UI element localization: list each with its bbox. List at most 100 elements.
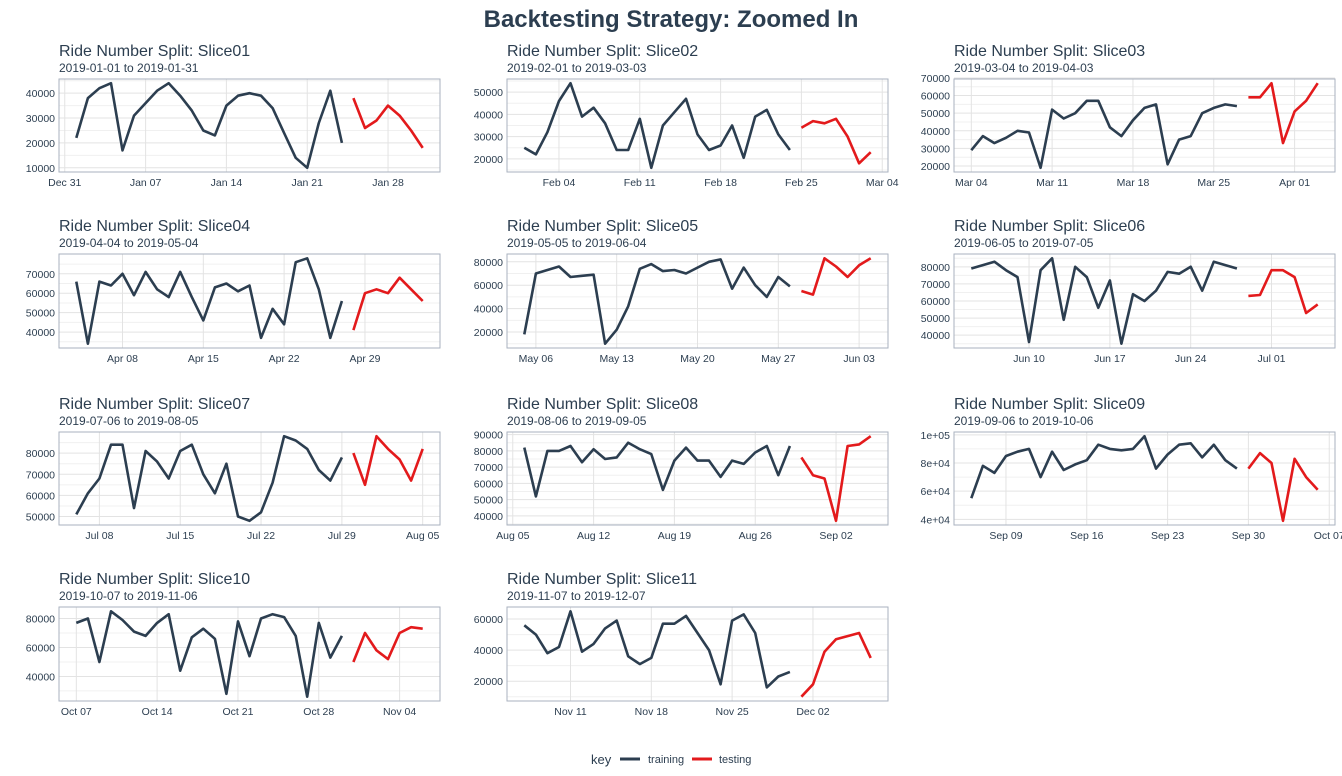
y-tick-label: 50000 <box>921 108 950 120</box>
y-tick-label: 70000 <box>921 73 950 85</box>
plot-border <box>506 606 889 702</box>
legend-label-testing: testing <box>719 754 751 766</box>
plot-background <box>954 432 1335 525</box>
plot-border <box>506 253 889 349</box>
panel-subtitle: 2019-06-05 to 2019-07-05 <box>954 236 1094 250</box>
y-tick-label: 10000 <box>26 163 55 175</box>
series-line-training <box>75 434 344 523</box>
y-tick-label: 50000 <box>474 495 503 507</box>
legend-title: key <box>591 752 612 767</box>
x-tick-label: Feb 04 <box>543 177 576 189</box>
x-tick-label: Sep 09 <box>989 530 1022 542</box>
main-title: Backtesting Strategy: Zoomed In <box>484 6 859 33</box>
y-tick-label: 80000 <box>474 257 503 269</box>
y-tick-label: 80000 <box>921 262 950 274</box>
plot-background <box>507 607 888 701</box>
y-tick-label: 70000 <box>26 469 55 481</box>
x-tick-label: Sep 02 <box>819 530 852 542</box>
x-tick-label: Nov 18 <box>635 706 668 718</box>
plot-border <box>58 606 441 702</box>
y-tick-label: 6e+04 <box>921 486 951 498</box>
x-tick-label: Feb 18 <box>704 177 737 189</box>
panel-subtitle: 2019-10-07 to 2019-11-06 <box>59 589 198 603</box>
series-line-training <box>523 441 792 498</box>
x-tick-label: Sep 16 <box>1070 530 1103 542</box>
y-tick-label: 50000 <box>921 313 950 325</box>
y-tick-label: 40000 <box>474 511 503 523</box>
y-tick-label: 80000 <box>26 614 55 626</box>
panel-title: Ride Number Split: Slice08 <box>507 396 698 413</box>
y-tick-label: 20000 <box>474 154 503 166</box>
y-tick-label: 40000 <box>921 126 950 138</box>
panel-title: Ride Number Split: Slice03 <box>954 43 1145 60</box>
y-tick-label: 40000 <box>26 327 55 339</box>
x-tick-label: Jun 03 <box>843 353 875 365</box>
plot-border <box>506 431 889 526</box>
panel-subtitle: 2019-03-04 to 2019-04-03 <box>954 61 1094 75</box>
x-tick-label: Nov 25 <box>715 706 748 718</box>
x-tick-label: Jan 21 <box>291 177 323 189</box>
panel-subtitle: 2019-11-07 to 2019-12-07 <box>507 589 646 603</box>
x-tick-label: Jun 10 <box>1013 353 1045 365</box>
y-tick-label: 50000 <box>26 512 55 524</box>
x-tick-label: Feb 11 <box>624 177 656 189</box>
panel-subtitle: 2019-02-01 to 2019-03-03 <box>507 61 647 75</box>
y-tick-label: 50000 <box>474 87 503 99</box>
x-tick-label: Apr 15 <box>188 353 219 365</box>
y-tick-label: 40000 <box>26 88 55 100</box>
series-line-training <box>523 258 791 346</box>
y-tick-label: 60000 <box>26 288 55 300</box>
x-tick-label: Dec 02 <box>796 706 829 718</box>
x-tick-label: Jul 15 <box>166 530 194 542</box>
plot-background <box>59 254 440 348</box>
y-tick-label: 30000 <box>921 143 950 155</box>
y-tick-label: 40000 <box>921 330 950 342</box>
y-tick-label: 40000 <box>26 671 55 683</box>
y-tick-label: 60000 <box>474 614 503 626</box>
y-tick-label: 60000 <box>921 91 950 103</box>
series-line-testing <box>1248 81 1319 145</box>
x-tick-label: Apr 22 <box>269 353 300 365</box>
panel-subtitle: 2019-01-01 to 2019-01-31 <box>59 61 199 75</box>
x-tick-label: Nov 11 <box>554 706 587 718</box>
plot-border <box>58 253 441 349</box>
x-tick-label: May 20 <box>680 353 715 365</box>
panel-title: Ride Number Split: Slice05 <box>507 218 698 235</box>
series-line-training <box>75 256 344 346</box>
y-tick-label: 40000 <box>474 304 503 316</box>
x-tick-label: May 06 <box>519 353 554 365</box>
x-tick-label: Mar 04 <box>955 177 988 189</box>
x-tick-label: Mar 04 <box>866 177 899 189</box>
panel-subtitle: 2019-05-05 to 2019-06-04 <box>507 236 647 250</box>
panel-title: Ride Number Split: Slice10 <box>59 571 250 588</box>
series-line-testing <box>1247 451 1319 523</box>
y-tick-label: 40000 <box>474 645 503 657</box>
x-tick-label: Jan 28 <box>372 177 404 189</box>
y-tick-label: 50000 <box>26 308 55 320</box>
x-tick-label: Mar 25 <box>1197 177 1230 189</box>
x-tick-label: Oct 07 <box>61 706 92 718</box>
series-line-training <box>970 256 1238 346</box>
y-tick-label: 70000 <box>474 462 503 474</box>
x-tick-label: Mar 11 <box>1036 177 1068 189</box>
x-tick-label: Mar 18 <box>1117 177 1150 189</box>
plot-border <box>506 78 889 173</box>
series-line-training <box>75 81 344 170</box>
plot-border <box>58 431 441 526</box>
series-line-testing <box>1248 268 1319 315</box>
y-tick-label: 8e+04 <box>921 458 951 470</box>
series-line-testing <box>800 117 872 165</box>
y-tick-label: 1e+05 <box>921 430 951 442</box>
x-tick-label: Nov 04 <box>383 706 416 718</box>
series-line-training <box>75 609 344 699</box>
panel-subtitle: 2019-04-04 to 2019-05-04 <box>59 236 199 250</box>
legend: key training testing <box>591 752 751 767</box>
series-line-training <box>970 434 1238 499</box>
x-tick-label: Oct 28 <box>303 706 334 718</box>
